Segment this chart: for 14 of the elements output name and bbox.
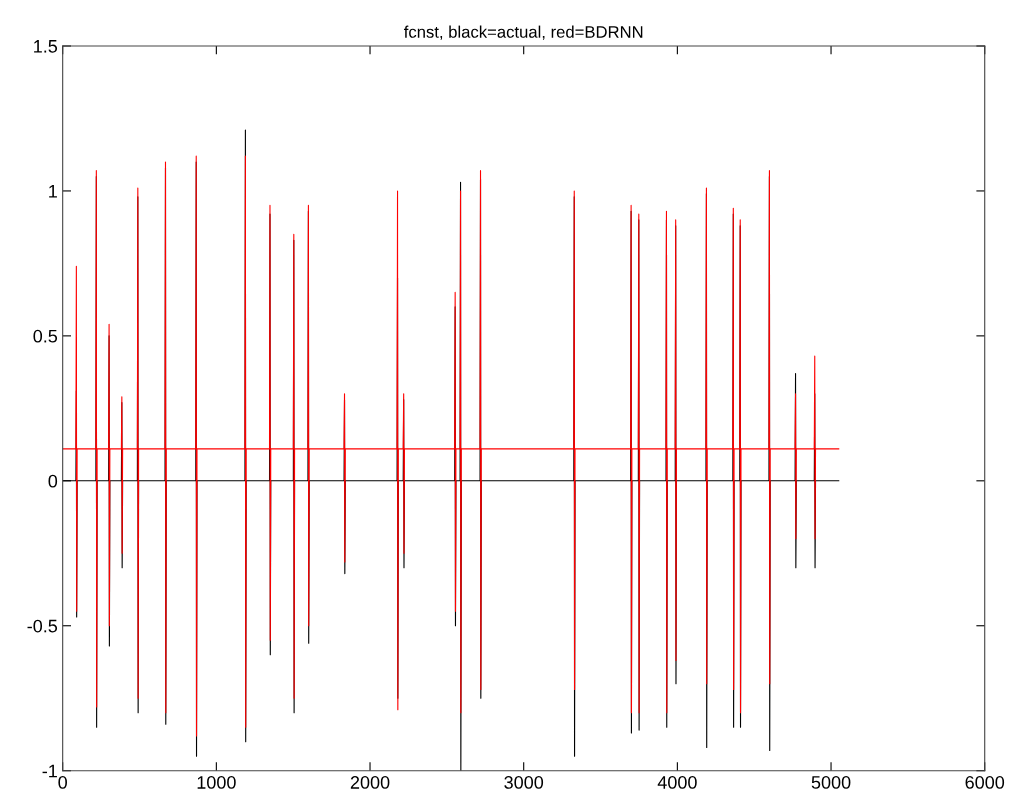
y-tick-label: 0: [48, 474, 58, 488]
y-tick-label: 1.5: [34, 40, 58, 53]
x-tick-label: 5000: [811, 776, 851, 789]
y-tick-label: 0.5: [33, 329, 58, 343]
y-tick-label: -1: [42, 764, 57, 778]
y-tick-label: 1: [49, 185, 57, 198]
x-tick-label: 3000: [504, 776, 544, 789]
x-tick-label: 2000: [350, 776, 390, 789]
x-tick-label: 6000: [965, 776, 1005, 789]
x-tick-label: 1000: [197, 776, 236, 789]
y-tick-label: -0.5: [27, 619, 58, 633]
x-tick-label: 0: [58, 776, 67, 789]
x-tick-label: 4000: [657, 776, 697, 789]
chart-title: fcnst, black=actual, red=BDRNN: [403, 25, 643, 40]
